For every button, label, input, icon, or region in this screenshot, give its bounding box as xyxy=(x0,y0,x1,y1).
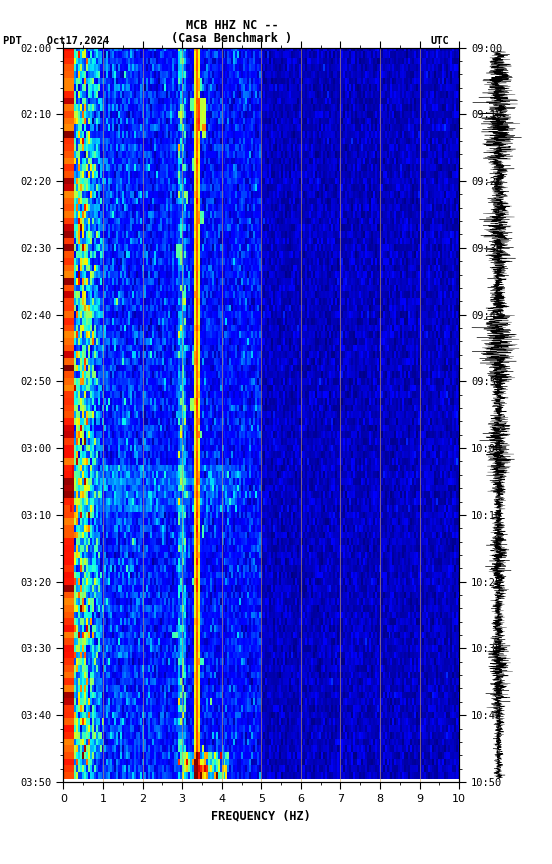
Text: PDT    Oct17,2024: PDT Oct17,2024 xyxy=(3,36,109,47)
X-axis label: FREQUENCY (HZ): FREQUENCY (HZ) xyxy=(211,810,311,823)
Text: UTC: UTC xyxy=(431,36,449,47)
Text: MCB HHZ NC --: MCB HHZ NC -- xyxy=(185,19,278,32)
Text: (Casa Benchmark ): (Casa Benchmark ) xyxy=(171,32,293,45)
